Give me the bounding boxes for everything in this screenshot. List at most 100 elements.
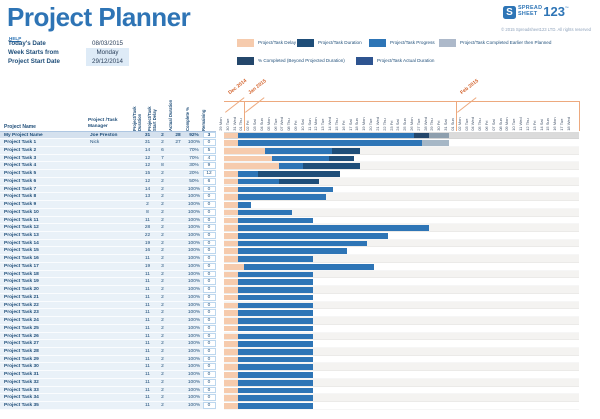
complete-cell[interactable]: 100%: [187, 194, 201, 200]
start-delay-cell[interactable]: 2: [161, 310, 164, 316]
duration-cell[interactable]: 11: [145, 325, 150, 331]
complete-cell[interactable]: 100%: [187, 279, 201, 285]
manager-cell[interactable]: [88, 193, 138, 200]
start-delay-cell[interactable]: 2: [161, 364, 164, 370]
complete-cell[interactable]: 100%: [187, 217, 201, 223]
duration-cell[interactable]: 14: [144, 186, 151, 192]
duration-cell[interactable]: 19: [144, 263, 151, 269]
start-delay-cell[interactable]: 2: [161, 325, 164, 331]
start-delay-cell[interactable]: 2: [161, 356, 164, 362]
duration-cell[interactable]: 12: [144, 155, 151, 161]
remaining-cell[interactable]: 0: [202, 386, 216, 394]
actual-duration-cell[interactable]: [170, 278, 186, 285]
actual-duration-cell[interactable]: [170, 162, 186, 169]
start-delay-cell[interactable]: 2: [161, 248, 164, 254]
manager-cell[interactable]: [88, 363, 138, 370]
duration-cell[interactable]: 11: [145, 287, 150, 293]
remaining-cell[interactable]: 0: [202, 402, 216, 409]
duration-cell[interactable]: 11: [145, 348, 150, 354]
name-cell[interactable]: Project Task 33: [4, 387, 39, 393]
name-cell[interactable]: Project Task 5: [4, 171, 37, 177]
manager-cell[interactable]: [88, 224, 138, 231]
complete-cell[interactable]: 92%: [189, 132, 199, 138]
complete-cell[interactable]: 100%: [187, 294, 201, 300]
name-cell[interactable]: Project Task 17: [4, 263, 39, 269]
remaining-cell[interactable]: 12: [202, 170, 216, 177]
duration-cell[interactable]: 11: [145, 302, 150, 308]
duration-cell[interactable]: 11: [145, 387, 150, 393]
start-delay-cell[interactable]: 2: [161, 132, 164, 138]
remaining-cell[interactable]: 0: [202, 247, 216, 255]
name-cell[interactable]: Project Task 6: [4, 178, 37, 184]
start-delay-cell[interactable]: 2: [161, 171, 164, 177]
start-delay-cell[interactable]: 2: [161, 256, 164, 262]
start-delay-cell[interactable]: 2: [161, 302, 164, 308]
remaining-cell[interactable]: 4: [202, 154, 216, 162]
manager-cell[interactable]: [88, 356, 138, 363]
name-cell[interactable]: Project Task 35: [4, 403, 39, 409]
start-delay-cell[interactable]: 2: [161, 348, 164, 354]
start-delay-cell[interactable]: 2: [161, 318, 164, 324]
duration-cell[interactable]: 11: [145, 217, 150, 223]
complete-cell[interactable]: 100%: [187, 186, 201, 192]
manager-cell[interactable]: [88, 294, 138, 301]
start-delay-cell[interactable]: 2: [161, 395, 164, 401]
manager-cell[interactable]: [88, 348, 138, 355]
remaining-cell[interactable]: 9: [202, 162, 216, 170]
complete-cell[interactable]: 100%: [187, 271, 201, 277]
manager-cell[interactable]: [88, 387, 138, 394]
name-cell[interactable]: Project Task 34: [4, 395, 39, 401]
remaining-cell[interactable]: 0: [202, 224, 216, 231]
remaining-cell[interactable]: 0: [202, 394, 216, 402]
complete-cell[interactable]: 20%: [189, 171, 199, 177]
info-value-cell[interactable]: 08/03/2015: [92, 40, 123, 47]
duration-cell[interactable]: 8: [146, 209, 149, 215]
actual-duration-cell[interactable]: [170, 247, 186, 254]
info-value-cell[interactable]: Monday: [86, 48, 129, 58]
remaining-cell[interactable]: 0: [202, 139, 216, 146]
start-delay-cell[interactable]: 2: [161, 140, 164, 146]
start-delay-cell[interactable]: 2: [161, 271, 164, 277]
manager-cell[interactable]: [88, 147, 138, 154]
manager-cell[interactable]: [88, 232, 138, 239]
name-cell[interactable]: Project Task 14: [4, 240, 39, 246]
complete-cell[interactable]: 100%: [187, 302, 201, 308]
remaining-cell[interactable]: 0: [202, 332, 216, 340]
start-delay-cell[interactable]: 2: [161, 279, 164, 285]
remaining-cell[interactable]: 3: [202, 131, 216, 139]
duration-cell[interactable]: 11: [145, 294, 150, 300]
name-cell[interactable]: Project Task 8: [4, 194, 37, 200]
remaining-cell[interactable]: 0: [202, 201, 216, 208]
actual-duration-cell[interactable]: [170, 402, 186, 409]
manager-cell[interactable]: [88, 271, 138, 278]
remaining-cell[interactable]: 0: [202, 232, 216, 239]
manager-cell[interactable]: [88, 217, 138, 224]
actual-duration-cell[interactable]: [170, 309, 186, 316]
remaining-cell[interactable]: 0: [202, 347, 216, 355]
complete-cell[interactable]: 100%: [187, 348, 201, 354]
duration-cell[interactable]: 14: [144, 147, 151, 153]
manager-cell[interactable]: [88, 325, 138, 332]
manager-cell[interactable]: [88, 286, 138, 293]
complete-cell[interactable]: 100%: [187, 140, 201, 146]
actual-duration-cell[interactable]: [170, 356, 186, 363]
complete-cell[interactable]: 100%: [187, 364, 201, 370]
remaining-cell[interactable]: 0: [202, 270, 216, 278]
duration-cell[interactable]: 12: [144, 163, 151, 169]
actual-duration-cell[interactable]: 27: [175, 140, 181, 146]
start-delay-cell[interactable]: 2: [161, 387, 164, 393]
start-delay-cell[interactable]: 2: [161, 202, 164, 208]
info-value-cell[interactable]: 29/12/2014: [86, 57, 129, 67]
complete-cell[interactable]: 100%: [187, 233, 201, 239]
complete-cell[interactable]: 100%: [187, 202, 201, 208]
start-delay-cell[interactable]: 2: [161, 186, 164, 192]
name-cell[interactable]: My Project Name: [4, 132, 43, 138]
actual-duration-cell[interactable]: [170, 263, 186, 270]
actual-duration-cell[interactable]: [170, 294, 186, 301]
name-cell[interactable]: Project Task 20: [4, 287, 39, 293]
name-cell[interactable]: Project Task 18: [4, 271, 39, 277]
complete-cell[interactable]: 100%: [187, 387, 201, 393]
duration-cell[interactable]: 11: [145, 356, 150, 362]
manager-cell[interactable]: [88, 379, 138, 386]
complete-cell[interactable]: 100%: [187, 372, 201, 378]
